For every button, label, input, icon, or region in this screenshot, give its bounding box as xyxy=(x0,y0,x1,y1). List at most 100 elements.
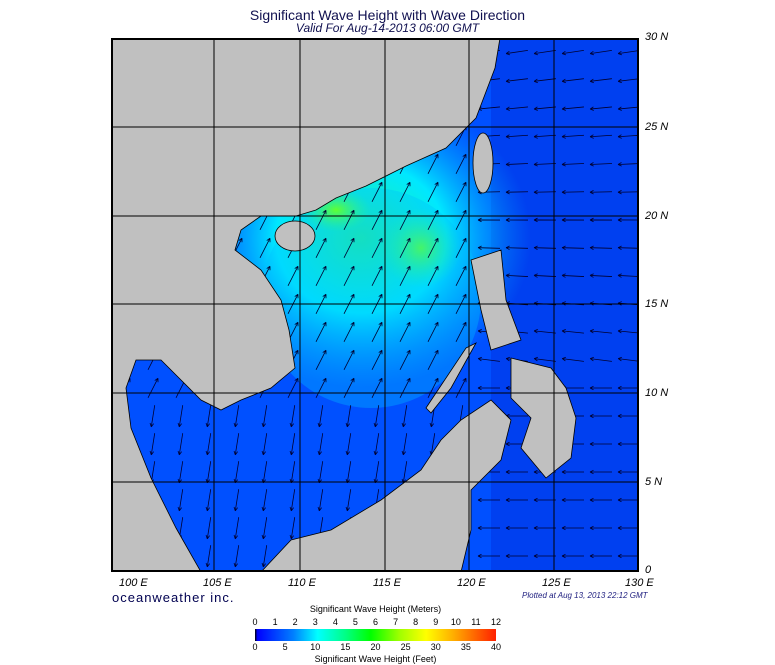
lat-label: 30 N xyxy=(645,31,669,43)
wave-direction-arrow xyxy=(589,106,612,111)
wave-direction-arrow xyxy=(617,356,639,362)
colorbar-tick: 10 xyxy=(310,642,321,652)
wave-direction-arrow xyxy=(261,405,268,428)
wave-direction-arrow xyxy=(617,106,639,111)
wave-direction-arrow xyxy=(477,525,500,531)
map-frame xyxy=(111,38,639,572)
valid-time: Valid For Aug-14-2013 06:00 GMT xyxy=(295,21,480,35)
wave-height-map xyxy=(111,38,639,572)
lat-label: 20 N xyxy=(645,210,669,222)
wave-direction-arrow xyxy=(477,497,500,503)
wave-direction-arrow xyxy=(345,433,352,456)
wave-direction-arrow xyxy=(401,405,408,428)
lon-label: 130 E xyxy=(625,577,654,589)
wave-direction-arrow xyxy=(589,497,612,503)
wave-direction-arrow xyxy=(533,497,556,503)
wave-direction-arrow xyxy=(205,545,212,568)
wave-direction-arrow xyxy=(315,349,327,370)
wave-direction-arrow xyxy=(233,405,240,428)
wave-direction-arrow xyxy=(561,356,584,362)
wave-direction-arrow xyxy=(505,469,528,475)
land xyxy=(111,38,577,572)
wave-direction-arrow xyxy=(315,321,327,342)
wave-direction-arrow xyxy=(261,545,268,568)
colorbar-tick: 12 xyxy=(490,617,501,627)
colorbar-tick: 0 xyxy=(252,642,258,652)
lon-label: 120 E xyxy=(457,577,486,589)
wave-direction-arrow xyxy=(371,321,383,342)
plotted-timestamp: Plotted at Aug 13, 2013 22:12 GMT xyxy=(522,591,648,600)
wave-direction-arrow xyxy=(427,209,439,230)
wave-direction-arrow xyxy=(147,377,159,398)
wave-direction-arrow xyxy=(317,405,324,428)
colorbar-tick: 35 xyxy=(460,642,471,652)
wave-direction-arrow xyxy=(371,265,383,286)
wave-direction-arrow xyxy=(617,497,639,503)
wave-direction-arrow xyxy=(477,553,500,559)
wave-direction-arrow xyxy=(617,189,639,195)
wave-direction-arrow xyxy=(149,433,156,456)
land-asia-mainland xyxy=(111,38,501,572)
wave-direction-arrow xyxy=(589,273,613,278)
wave-direction-arrow xyxy=(589,189,613,195)
wave-direction-arrow xyxy=(561,329,584,334)
wave-direction-arrow xyxy=(617,413,639,419)
wave-direction-arrow xyxy=(399,349,411,370)
wave-direction-arrow xyxy=(205,433,212,456)
wave-direction-arrow xyxy=(617,50,639,56)
wave-direction-arrow xyxy=(373,405,380,428)
wave-direction-arrow xyxy=(589,78,612,84)
wave-direction-arrow xyxy=(589,525,612,531)
wave-direction-arrow xyxy=(371,181,383,202)
wave-direction-arrow xyxy=(343,349,355,370)
land-visayas-mindanao xyxy=(510,357,577,479)
wave-direction-arrow xyxy=(315,377,327,398)
map-title: Significant Wave Height with Wave Direct… xyxy=(249,7,526,23)
wave-direction-arrow xyxy=(505,162,529,167)
wave-direction-arrow xyxy=(233,517,240,540)
wave-direction-arrow xyxy=(505,553,528,559)
wave-direction-arrow xyxy=(287,265,299,286)
wave-direction-arrow xyxy=(455,265,467,286)
brand-logo: oceanweather inc. xyxy=(112,590,235,605)
wave-direction-arrow xyxy=(589,553,612,559)
colorbar-meters-title: Significant Wave Height (Meters) xyxy=(309,604,442,614)
wave-direction-arrow xyxy=(505,106,528,111)
wave-direction-arrow xyxy=(371,209,383,230)
wave-direction-arrow xyxy=(561,497,584,503)
wave-direction-arrow xyxy=(533,525,556,531)
wave-direction-arrow xyxy=(561,106,584,111)
wave-direction-arrow xyxy=(177,489,184,512)
wave-direction-arrow xyxy=(345,405,352,428)
wave-direction-arrow xyxy=(261,489,268,512)
wave-direction-arrow xyxy=(561,217,585,223)
wave-direction-arrow xyxy=(399,321,411,342)
wave-direction-arrow xyxy=(561,273,585,278)
wave-direction-arrow xyxy=(427,237,439,258)
wave-direction-arrow xyxy=(589,469,612,475)
colorbar-tick: 9 xyxy=(433,617,439,627)
wave-direction-arrow xyxy=(561,50,584,56)
lat-label: 15 N xyxy=(645,298,669,310)
wave-direction-arrow xyxy=(205,489,212,512)
wave-direction-arrow xyxy=(617,78,639,84)
colorbar-tick: 8 xyxy=(413,617,419,627)
wave-direction-arrow xyxy=(533,106,556,111)
land-taiwan xyxy=(472,132,494,194)
wave-direction-arrow xyxy=(315,237,327,258)
wave-direction-arrow xyxy=(477,217,501,223)
lon-label: 115 E xyxy=(373,577,401,589)
land-luzon xyxy=(470,249,522,351)
wave-direction-arrow xyxy=(455,377,467,398)
wave-direction-arrow xyxy=(289,489,296,512)
wave-direction-arrow xyxy=(561,245,585,250)
wave-direction-arrow xyxy=(589,385,612,391)
wave-direction-arrow xyxy=(177,433,184,456)
wave-direction-arrow xyxy=(505,245,529,250)
wave-direction-arrow xyxy=(533,329,556,334)
wave-direction-arrow xyxy=(427,321,439,342)
wave-direction-arrow xyxy=(505,50,528,56)
wave-direction-arrow xyxy=(561,78,584,84)
wave-direction-arrow xyxy=(343,265,355,286)
wave-direction-arrow xyxy=(205,405,212,428)
